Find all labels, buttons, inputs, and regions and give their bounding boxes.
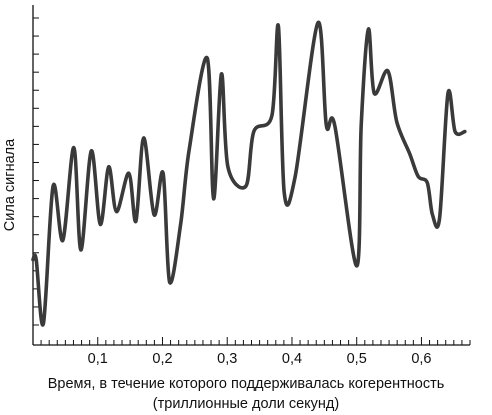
- x-tick-label: 0,6: [411, 351, 431, 367]
- chart-canvas: 0,1 0,2 0,3 0,4 0,5 0,6: [31, 5, 471, 367]
- x-axis-label: Время, в течение которого поддерживалась…: [47, 376, 445, 392]
- y-axis-label: Сила сигнала: [2, 138, 18, 232]
- x-axis-label-units: (триллионные доли секунд): [152, 396, 340, 412]
- x-tick-label: 0,4: [282, 351, 302, 367]
- x-tick-label: 0,5: [347, 351, 367, 367]
- signal-line: [31, 20, 467, 327]
- x-tick-label: 0,1: [88, 351, 108, 367]
- series-layer: [31, 20, 467, 327]
- x-tick-label: 0,3: [217, 351, 237, 367]
- x-tick-label: 0,2: [152, 351, 172, 367]
- y-axis-ticks: [33, 17, 39, 326]
- x-axis-ticks: 0,1 0,2 0,3 0,4 0,5 0,6: [40, 337, 471, 367]
